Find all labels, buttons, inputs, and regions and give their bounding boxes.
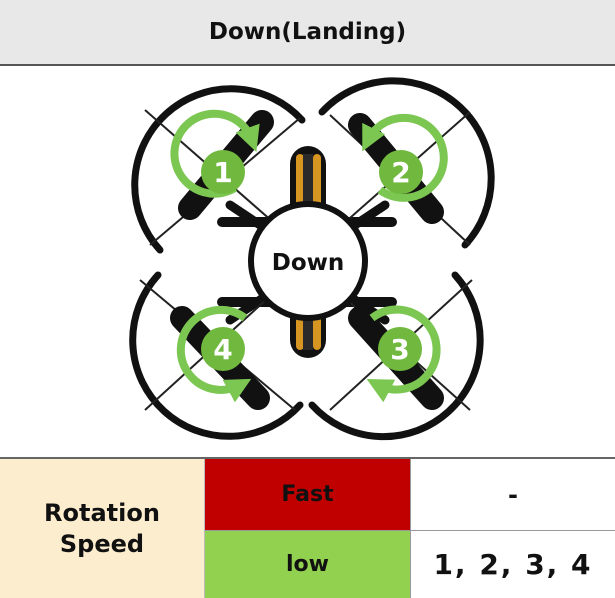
motor-badge-3: 3 [378, 327, 422, 371]
low-row-value: 1, 2, 3, 4 [411, 530, 615, 598]
page-title: Down(Landing) [0, 0, 615, 66]
drone-diagram: 1 2 3 4 Down [129, 77, 495, 441]
motor-number-1: 1 [213, 156, 232, 189]
rotation-speed-table: Rotation Speed Fast - low 1, 2, 3, 4 [0, 457, 615, 598]
fast-row-label: Fast [205, 459, 411, 530]
fast-row-value: - [411, 459, 615, 530]
motor-badge-2: 2 [379, 150, 423, 194]
rotation-arrow-1 [170, 109, 260, 198]
motor-number-4: 4 [213, 333, 232, 366]
rotation-arrow-2 [362, 113, 448, 202]
rotation-arrow-4 [176, 305, 252, 403]
motor-badge-1: 1 [201, 150, 245, 194]
center-label: Down [272, 250, 345, 276]
rotation-arrow-3 [366, 305, 441, 403]
rotation-speed-header: Rotation Speed [0, 459, 205, 598]
center-hub: Down [248, 201, 368, 321]
low-row-label: low [205, 530, 411, 598]
motor-number-2: 2 [391, 156, 410, 189]
motor-badge-4: 4 [201, 327, 245, 371]
motor-number-3: 3 [390, 333, 409, 366]
